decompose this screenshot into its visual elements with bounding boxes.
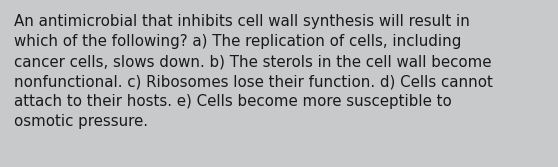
Text: An antimicrobial that inhibits cell wall synthesis will result in
which of the f: An antimicrobial that inhibits cell wall… [14,14,493,129]
